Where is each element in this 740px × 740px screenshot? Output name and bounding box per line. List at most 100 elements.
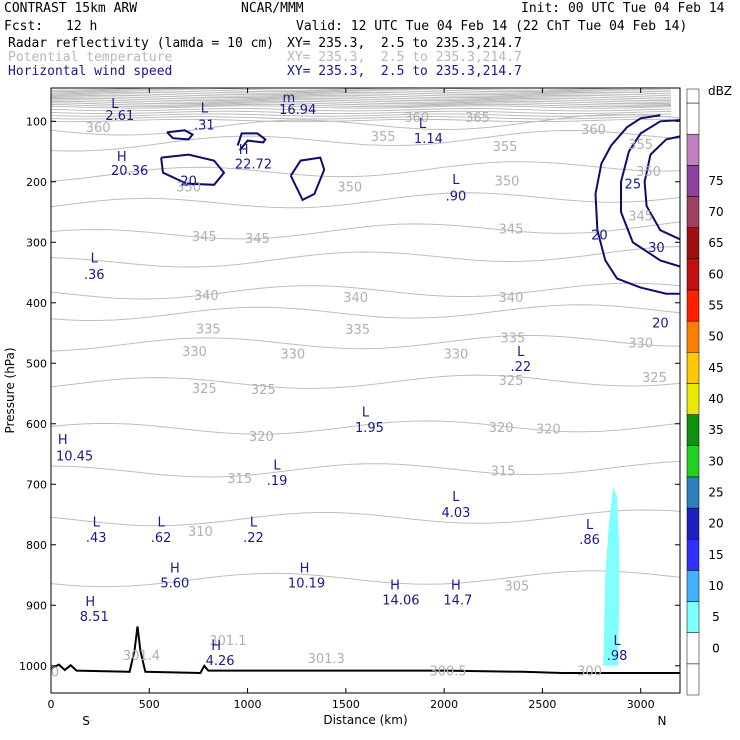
wind-label-37: L — [586, 518, 594, 533]
theta-contour-10 — [50, 420, 681, 435]
theta-label-11: 345 — [628, 209, 653, 224]
wind-label-45: H — [451, 578, 461, 593]
colorbar-swatch-2 — [686, 601, 700, 633]
strat-isentrope-7 — [50, 97, 672, 102]
strat-isentrope-1 — [50, 88, 672, 93]
wind-label-9: 20.36 — [111, 164, 148, 179]
colorbar-tick-2: 10 — [708, 579, 723, 593]
y-tick-label-5: 600 — [26, 418, 47, 431]
wind-contour-jet-mid — [236, 132, 267, 151]
colorbar-tick-7: 35 — [708, 423, 723, 437]
terrain-line — [50, 626, 680, 675]
wind-label-7: 1.14 — [414, 132, 443, 147]
colorbar-tick-9: 45 — [708, 361, 723, 375]
wind-label-24: 1.95 — [355, 421, 384, 436]
center-name: NCAR/MMM — [241, 1, 304, 16]
colorbar: dBZ 0 5 10 15 20 25 30 35 40 45 50 55 60 65 70 75 — [686, 84, 732, 696]
colorbar-swatch-18 — [686, 102, 700, 135]
wind-label-47: H — [85, 595, 95, 610]
colorbar-tick-0: 0 — [712, 641, 720, 655]
theta-label-10: 350 — [495, 174, 520, 189]
theta-contour-7 — [50, 304, 681, 321]
colorbar-tick-1: 5 — [712, 610, 720, 624]
theta-label-21: 330 — [182, 345, 207, 360]
strat-isentrope-15 — [50, 113, 672, 117]
theta-label-25: 325 — [192, 382, 217, 397]
wind-contour-20-right — [594, 114, 680, 295]
wind-contour-20-left — [160, 153, 226, 186]
colorbar-swatch-15 — [686, 196, 700, 228]
theta-contour-1 — [50, 129, 681, 152]
theta-label-33: 315 — [491, 465, 516, 480]
colorbar-swatch-4 — [686, 538, 700, 571]
wind-label-11: H — [239, 143, 249, 158]
theta-contour-11 — [50, 461, 681, 478]
x-axis-end-left: S — [82, 714, 90, 728]
colorbar-swatch-13 — [686, 258, 700, 291]
colorbar-swatch-0 — [686, 663, 700, 696]
field-wind-name: Horizontal wind speed — [8, 64, 173, 79]
wind-label-25: H — [58, 433, 68, 448]
wind-label-12: 22.72 — [235, 157, 272, 172]
y-tick-label-3: 400 — [26, 297, 47, 310]
colorbar-swatch-9 — [686, 383, 700, 415]
wind-label-6: L — [419, 117, 427, 132]
theta-label-0: 360 — [86, 121, 111, 136]
y-tick-label-4: 500 — [26, 357, 47, 370]
strat-isentrope-2 — [50, 90, 672, 94]
y-tick-label-0: 100 — [26, 115, 47, 128]
reflectivity-fills — [603, 487, 620, 666]
field-reflectivity-xy: XY= 235.3, 2.5 to 235.3,214.7 — [287, 36, 522, 51]
theta-label-34: 310 — [188, 525, 213, 540]
wind-label-33: L — [157, 515, 165, 530]
wind-label-26: 10.45 — [56, 450, 93, 465]
theta-label-18: 335 — [196, 323, 221, 338]
colorbar-swatch-6 — [686, 476, 700, 509]
x-tick-label-1: 500 — [139, 698, 160, 711]
wind-label-46: 14.7 — [443, 594, 472, 609]
wind-label-51: H — [211, 639, 221, 654]
colorbar-swatch-1 — [686, 632, 700, 665]
field-theta-xy: XY= 235.3, 2.5 to 235.3,214.7 — [287, 50, 522, 65]
theta-label-36: 301.4 — [123, 649, 160, 664]
valid-time: Valid: 12 UTC Tue 04 Feb 14 (22 ChT Tue … — [296, 19, 688, 34]
strat-isentrope-11 — [50, 103, 672, 108]
axes: 0 500 1000 1500 2000 2500 30001002003004005006… — [3, 88, 680, 728]
y-axis-label: Pressure (hPa) — [3, 347, 17, 433]
wind-label-20: .36 — [84, 268, 105, 283]
strat-isentrope-9 — [50, 100, 672, 105]
wind-label-1: 2.61 — [105, 109, 134, 124]
colorbar-swatch-3 — [686, 570, 700, 602]
wind-contour-30 — [643, 135, 681, 241]
wind-label-32: .43 — [86, 531, 107, 546]
wind-label-14: .90 — [446, 189, 467, 204]
field-reflectivity-name: Radar reflectivity (lamda = 10 cm) — [8, 36, 275, 51]
reflectivity-column — [603, 487, 620, 666]
colorbar-tick-15: 75 — [708, 174, 723, 188]
colorbar-swatch-10 — [686, 352, 700, 384]
wind-label-35: L — [250, 515, 258, 530]
strat-isentrope-8 — [50, 99, 672, 103]
theta-contour-9 — [50, 374, 681, 389]
wind-label-21: L — [517, 345, 525, 360]
wind-label-36: .22 — [243, 531, 264, 546]
field-wind-xy: XY= 235.3, 2.5 to 235.3,214.7 — [287, 64, 522, 79]
wind-label-18: 20 — [652, 316, 669, 331]
colorbar-tick-8: 40 — [708, 392, 723, 406]
theta-label-29: 320 — [249, 430, 274, 445]
wind-label-40: 5.60 — [160, 577, 189, 592]
colorbar-tick-6: 30 — [708, 454, 723, 468]
wind-label-27: L — [273, 459, 281, 474]
wind-label-29: L — [452, 490, 460, 505]
theta-contour-0 — [50, 113, 681, 136]
terrain-surface — [50, 626, 680, 675]
theta-contour-8 — [50, 335, 681, 352]
theta-label-6: 355 — [628, 138, 653, 153]
theta-label-8: 350 — [176, 180, 201, 195]
theta-label-37: 301.1 — [209, 634, 246, 649]
theta-contour-13 — [50, 570, 681, 588]
theta-label-20: 335 — [501, 332, 526, 347]
strat-isentrope-10 — [50, 102, 672, 106]
theta-label-38: 301.3 — [308, 652, 345, 667]
